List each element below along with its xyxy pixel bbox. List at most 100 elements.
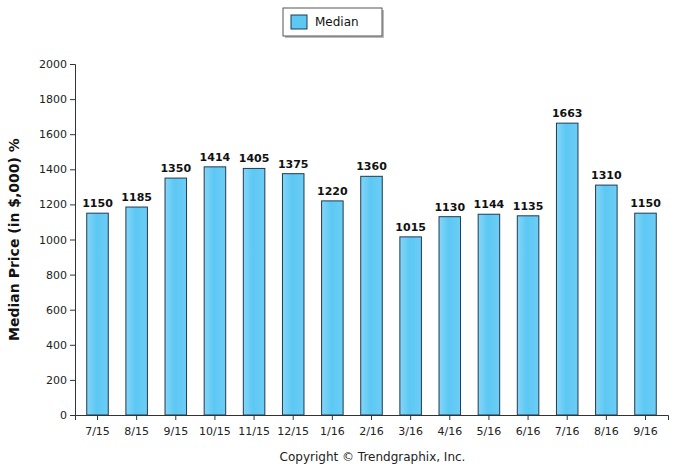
data-label: 1360	[356, 160, 387, 173]
x-tick-mark	[488, 415, 489, 420]
y-tick-label: 2000	[39, 58, 67, 71]
x-tick: 1/16	[320, 415, 345, 438]
x-tick-label: 2/16	[359, 425, 384, 438]
y-tick: 200	[46, 374, 75, 387]
x-tick-label: 1/16	[320, 425, 345, 438]
data-label: 1310	[591, 169, 622, 182]
y-tick: 1600	[39, 128, 75, 141]
x-tick: 3/16	[398, 415, 423, 438]
bar	[126, 207, 148, 415]
y-tick-label: 1400	[39, 163, 67, 176]
x-tick-mark	[175, 415, 176, 420]
y-tick-label: 1200	[39, 198, 67, 211]
bar	[87, 213, 109, 415]
x-tick-label: 7/15	[85, 425, 110, 438]
data-label: 1663	[552, 107, 583, 120]
data-label: 1130	[434, 201, 465, 214]
x-tick-label: 6/16	[516, 425, 541, 438]
y-tick: 1200	[39, 198, 75, 211]
data-label: 1350	[160, 162, 191, 175]
x-tick-label: 8/15	[124, 425, 149, 438]
y-axis-line	[70, 65, 76, 416]
x-tick-mark	[449, 415, 450, 420]
y-tick: 0	[60, 409, 75, 422]
x-tick: 2/16	[359, 415, 384, 438]
x-tick-mark	[567, 415, 568, 420]
x-tick-label: 12/15	[277, 425, 309, 438]
x-tick-mark	[410, 415, 411, 420]
chart: 0 200 400 600 800 1000 1200 1400 1600 1800 2000 7/1…	[0, 0, 685, 471]
x-tick-label: 10/15	[199, 425, 231, 438]
bar	[243, 168, 265, 415]
x-tick: 6/16	[516, 415, 541, 438]
y-tick: 400	[46, 339, 75, 352]
y-tick-mark	[70, 134, 75, 135]
y-tick: 2000	[39, 58, 75, 71]
y-tick-mark	[70, 204, 75, 205]
x-tick-mark	[214, 415, 215, 420]
data-label: 1150	[630, 197, 661, 210]
y-tick-mark	[70, 345, 75, 346]
y-tick-mark	[70, 169, 75, 170]
x-tick: 9/15	[163, 415, 188, 438]
bar	[478, 214, 500, 415]
y-tick-label: 400	[46, 339, 67, 352]
y-tick-mark	[70, 64, 75, 65]
data-label: 1220	[317, 185, 348, 198]
x-tick: 11/15	[238, 415, 270, 438]
x-tick-label: 5/16	[477, 425, 502, 438]
bar	[282, 174, 304, 415]
x-tick: 7/16	[555, 415, 580, 438]
data-label: 1414	[200, 151, 231, 164]
data-labels: 1150118513501414140513751220136010151130…	[82, 107, 661, 234]
x-tick-mark	[136, 415, 137, 420]
x-tick-mark	[332, 415, 333, 420]
x-tick-mark	[606, 415, 607, 420]
x-tick-mark	[371, 415, 372, 420]
bars	[87, 123, 657, 415]
y-tick: 1800	[39, 93, 75, 106]
y-tick-label: 1800	[39, 93, 67, 106]
y-axis-title: Median Price (in $,000) %	[6, 138, 22, 341]
x-axis-line	[76, 416, 669, 421]
x-tick-mark	[254, 415, 255, 420]
y-tick-label: 1000	[39, 234, 67, 247]
data-label: 1375	[278, 158, 309, 171]
data-label: 1135	[513, 200, 544, 213]
x-tick-label: 7/16	[555, 425, 580, 438]
x-tick-label: 3/16	[398, 425, 423, 438]
bar	[556, 123, 578, 415]
data-label: 1144	[474, 198, 505, 211]
data-label: 1185	[121, 191, 152, 204]
x-tick-mark	[97, 415, 98, 420]
bar	[400, 237, 422, 415]
data-label: 1015	[395, 221, 426, 234]
y-tick-label: 600	[46, 304, 67, 317]
x-tick: 4/16	[437, 415, 462, 438]
y-tick: 1000	[39, 234, 75, 247]
y-tick-mark	[70, 310, 75, 311]
legend-box	[283, 8, 382, 36]
bar	[596, 185, 618, 415]
x-tick: 5/16	[477, 415, 502, 438]
x-tick: 12/15	[277, 415, 309, 438]
y-tick-mark	[70, 99, 75, 100]
x-tick-mark	[293, 415, 294, 420]
legend-label: Median	[315, 15, 359, 29]
bar	[635, 213, 657, 415]
y-tick-label: 0	[60, 409, 67, 422]
copyright: Copyright © Trendgraphix, Inc.	[280, 450, 466, 464]
legend: Median	[283, 8, 384, 38]
x-tick: 8/16	[594, 415, 619, 438]
y-tick: 1400	[39, 163, 75, 176]
bar	[322, 201, 344, 415]
y-tick: 600	[46, 304, 75, 317]
y-tick-label: 1600	[39, 128, 67, 141]
x-tick: 7/15	[85, 415, 110, 438]
y-tick-mark	[70, 380, 75, 381]
bar	[204, 167, 226, 415]
y-axis: 0 200 400 600 800 1000 1200 1400 1600 1800 2000	[39, 58, 76, 422]
x-tick-label: 4/16	[437, 425, 462, 438]
y-tick: 800	[46, 269, 75, 282]
x-tick: 9/16	[633, 415, 658, 438]
